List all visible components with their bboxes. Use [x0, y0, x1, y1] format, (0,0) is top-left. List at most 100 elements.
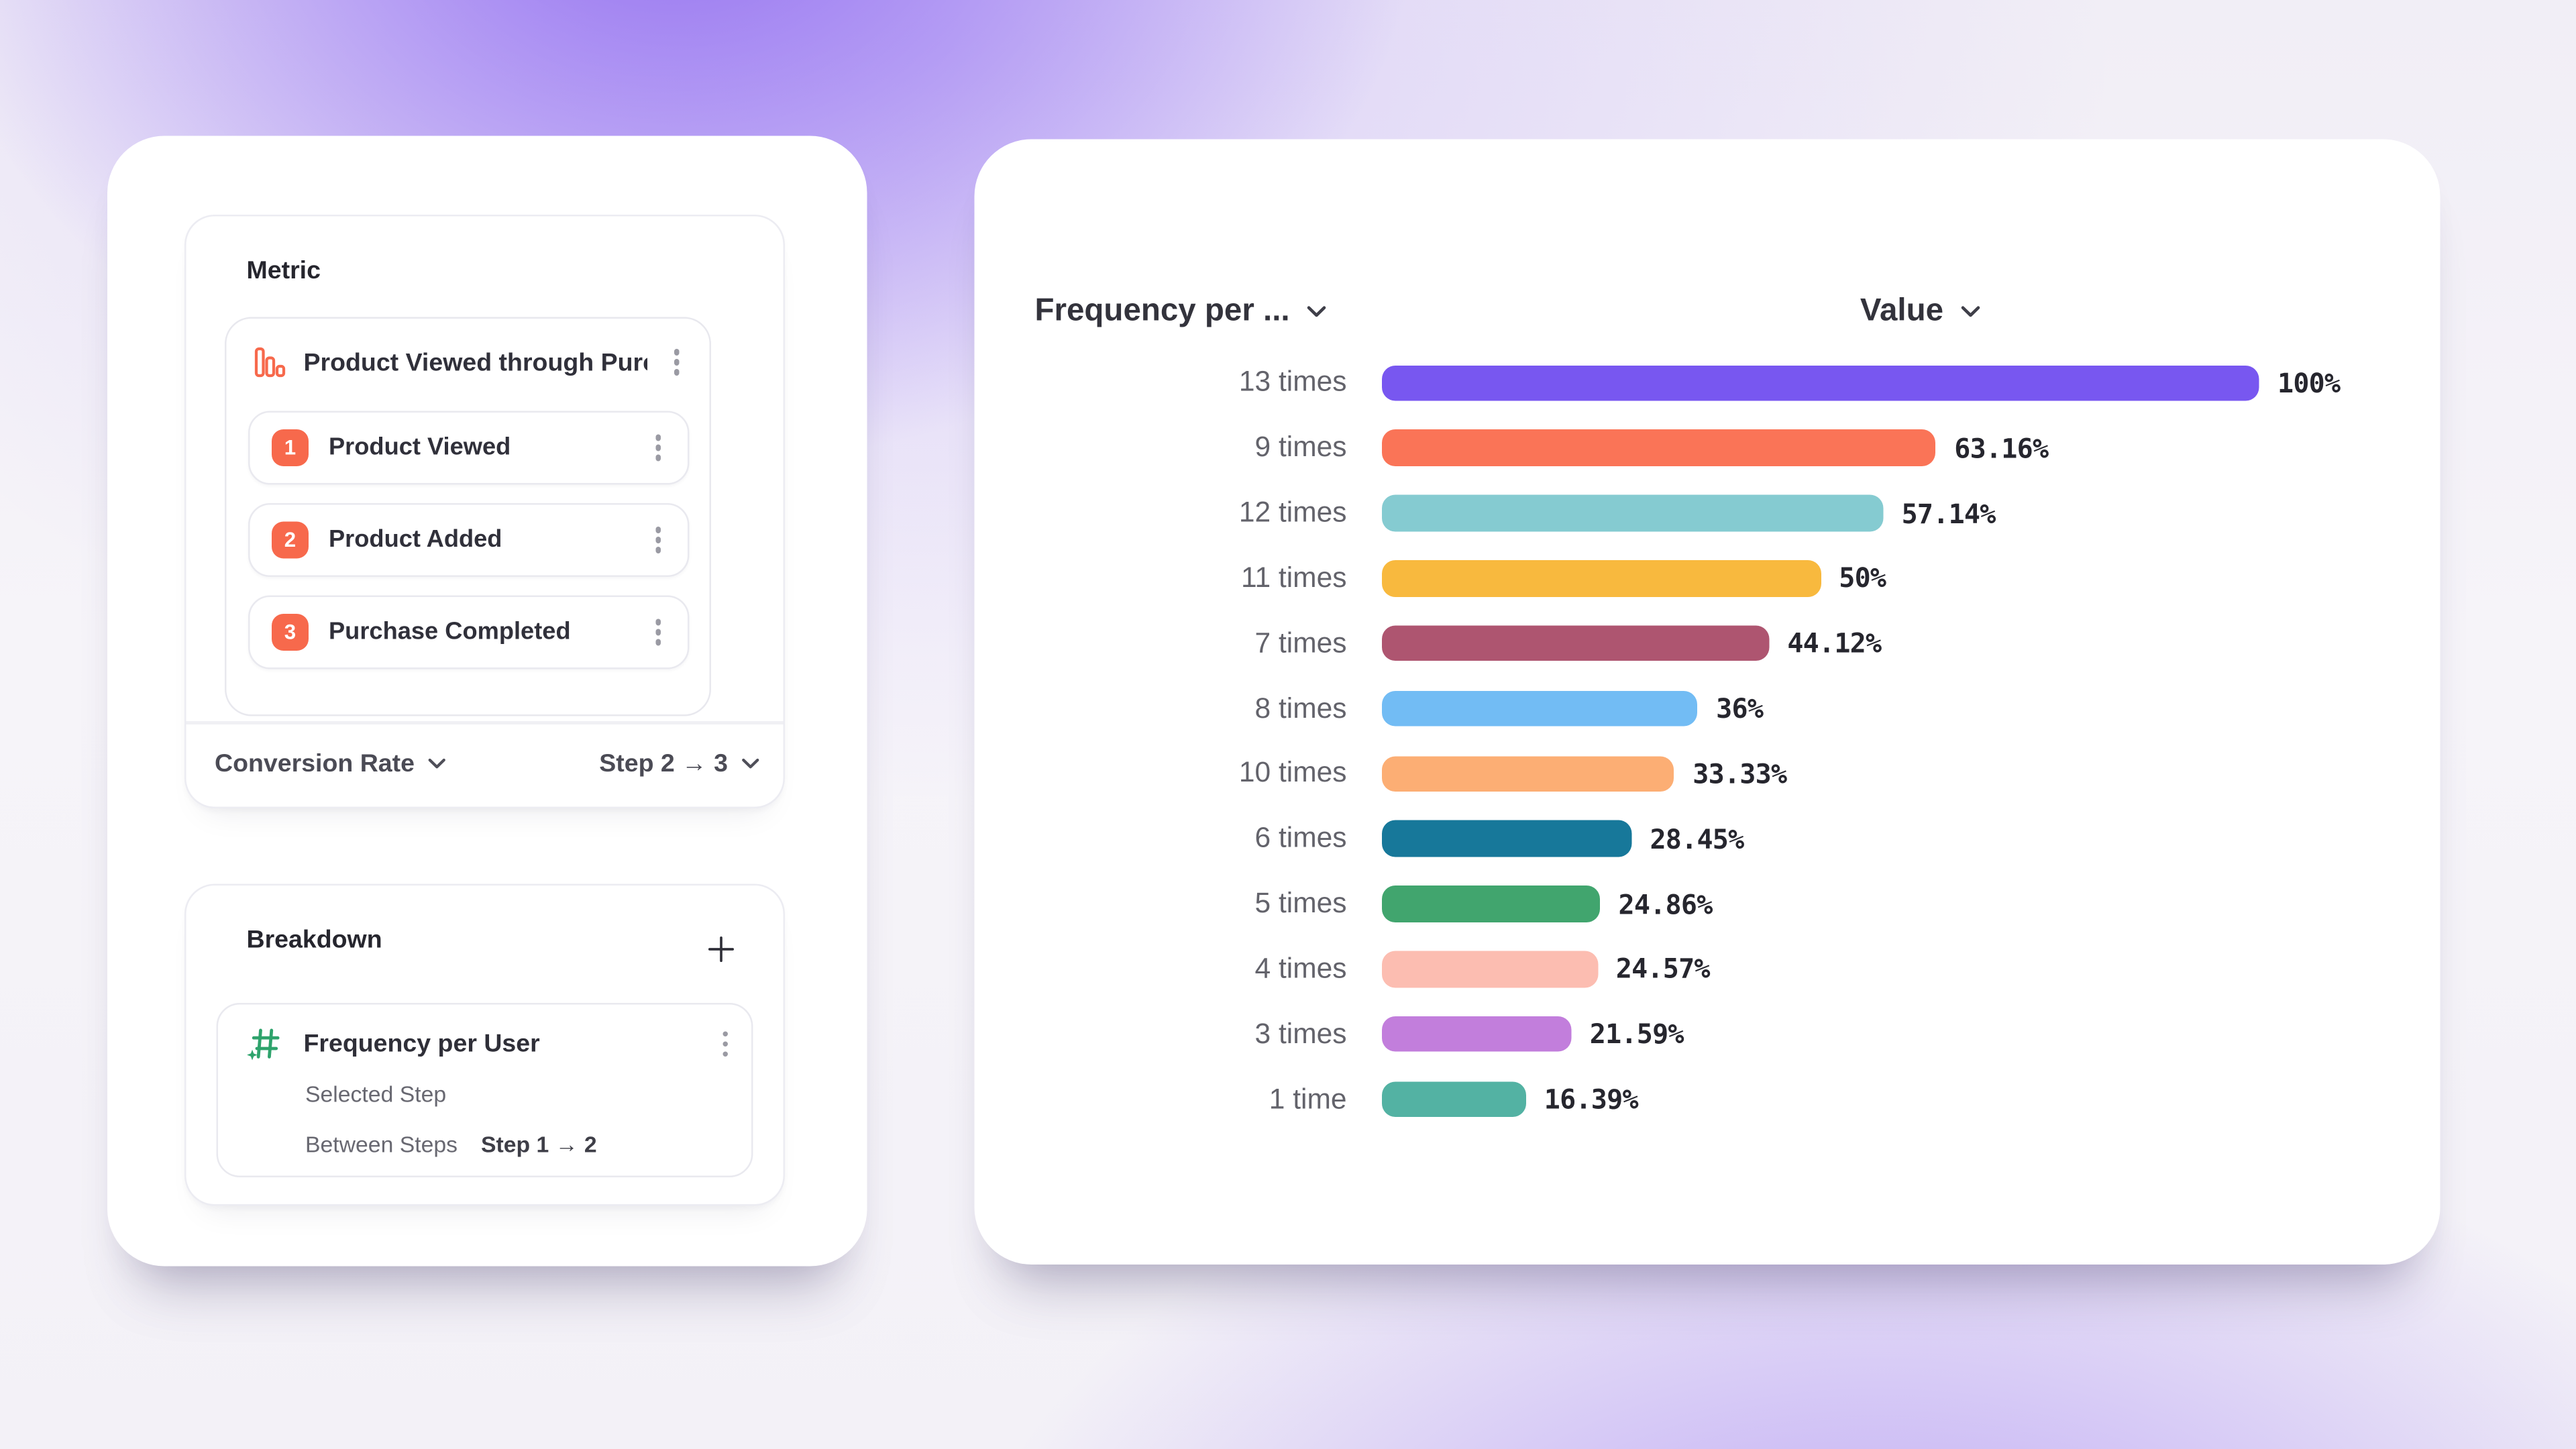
- chart-row-label: 9 times: [1254, 431, 1347, 464]
- chart-row: 11 times 50%: [975, 546, 2440, 611]
- chart-bar[interactable]: [1382, 951, 1598, 987]
- chart-bar[interactable]: [1382, 1016, 1572, 1053]
- chart-bar-wrap: 28.45%: [1382, 820, 1744, 857]
- breakdown-item[interactable]: Frequency per User Selected Step Between…: [216, 1003, 753, 1177]
- step-range-dropdown[interactable]: Step 2 → 3: [599, 749, 759, 779]
- metric-footer: Conversion Rate Step 2 → 3: [215, 721, 760, 807]
- chart-row: 5 times 24.86%: [975, 871, 2440, 936]
- chart-row-label: 12 times: [1238, 496, 1347, 529]
- chevron-down-icon: [742, 758, 759, 769]
- chart-bar[interactable]: [1382, 1081, 1526, 1118]
- chart-row-label: 5 times: [1254, 887, 1347, 920]
- between-steps-label: Between Steps: [305, 1132, 458, 1158]
- query-builder-panel: Metric Product Viewed through Purch...: [107, 136, 867, 1267]
- step-kebab-menu[interactable]: [645, 519, 671, 561]
- chart-bar[interactable]: [1382, 430, 1936, 466]
- chart-row-label: 8 times: [1254, 692, 1347, 724]
- chart-bar-wrap: 36%: [1382, 690, 1764, 727]
- chart-bar-value: 36%: [1716, 692, 1764, 725]
- funnel-steps: 1 Product Viewed 2 Product Added 3 Purch…: [227, 406, 710, 669]
- chart-row-label: 10 times: [1238, 757, 1347, 789]
- chart-row-label: 4 times: [1254, 952, 1347, 985]
- chevron-down-icon: [1961, 306, 1980, 317]
- chart-value-label: Value: [1860, 293, 1944, 329]
- breakdown-kebab-menu[interactable]: [712, 1023, 738, 1065]
- metric-footer-divider: [186, 721, 784, 724]
- chart-row: 13 times 100%: [975, 351, 2440, 416]
- step-range-label: Step 2 → 3: [599, 749, 728, 779]
- between-steps-option[interactable]: Between Steps Step 1 → 2: [305, 1132, 597, 1158]
- chart-bar[interactable]: [1382, 690, 1698, 727]
- funnel-bars-icon: [254, 345, 287, 379]
- chart-bar-wrap: 33.33%: [1382, 755, 1787, 792]
- step-number-badge: 3: [272, 614, 309, 651]
- funnel-step-2[interactable]: 2 Product Added: [248, 503, 690, 577]
- chart-row-label: 1 time: [1269, 1082, 1347, 1115]
- chart-bar-wrap: 24.86%: [1382, 885, 1713, 922]
- hash-sparkle-icon: [245, 1025, 284, 1064]
- chart-bar-value: 63.16%: [1954, 432, 2049, 464]
- funnel-event-group: Product Viewed through Purch... 1 Produc…: [225, 317, 711, 716]
- step-label: Purchase Completed: [329, 619, 571, 646]
- chart-row-label: 7 times: [1254, 627, 1347, 659]
- funnel-kebab-menu[interactable]: [664, 341, 690, 384]
- conversion-rate-label: Conversion Rate: [215, 749, 415, 779]
- funnel-name: Product Viewed through Purch...: [303, 347, 647, 377]
- chart-bar[interactable]: [1382, 755, 1674, 792]
- between-steps-value: Step 1 → 2: [481, 1132, 597, 1158]
- chart-panel: Frequency per ... Value 13 times 100% 9 …: [974, 139, 2440, 1265]
- chart-bar-wrap: 57.14%: [1382, 495, 1996, 532]
- breakdown-property-name: Frequency per User: [303, 1030, 540, 1059]
- chart-bar-value: 16.39%: [1544, 1083, 1639, 1116]
- plus-icon: [708, 936, 735, 963]
- chart-bar-value: 50%: [1839, 562, 1886, 594]
- funnel-header[interactable]: Product Viewed through Purch...: [227, 319, 710, 406]
- metric-section-title: Metric: [246, 256, 321, 286]
- chart-row: 12 times 57.14%: [975, 481, 2440, 546]
- chart-bar-wrap: 21.59%: [1382, 1016, 1684, 1053]
- step-kebab-menu[interactable]: [645, 427, 671, 469]
- chart-row: 8 times 36%: [975, 676, 2440, 741]
- chart-bar-value: 57.14%: [1901, 497, 1996, 529]
- step-label: Product Viewed: [329, 434, 511, 462]
- chart-bar[interactable]: [1382, 560, 1821, 597]
- step-kebab-menu[interactable]: [645, 611, 671, 653]
- chevron-down-icon: [1307, 306, 1326, 317]
- breakdown-item-header: Frequency per User: [218, 1005, 751, 1065]
- chart-row: 10 times 33.33%: [975, 741, 2440, 806]
- selected-step-option[interactable]: Selected Step: [305, 1081, 447, 1108]
- chart-rows: 13 times 100% 9 times 63.16% 12 times 57…: [975, 351, 2440, 1132]
- chart-row-label: 3 times: [1254, 1017, 1347, 1050]
- step-number-badge: 2: [272, 521, 309, 559]
- chart-row: 3 times 21.59%: [975, 1002, 2440, 1067]
- step-label: Product Added: [329, 527, 502, 553]
- chart-bar-value: 21.59%: [1589, 1018, 1684, 1051]
- chart-bar-wrap: 50%: [1382, 560, 1886, 597]
- funnel-step-1[interactable]: 1 Product Viewed: [248, 411, 690, 485]
- chart-x-axis-label: Frequency per ...: [1034, 293, 1290, 329]
- chart-bar[interactable]: [1382, 820, 1631, 857]
- conversion-rate-dropdown[interactable]: Conversion Rate: [215, 749, 447, 779]
- chart-row-label: 13 times: [1238, 366, 1347, 398]
- chart-bar-wrap: 63.16%: [1382, 430, 2049, 466]
- chart-row: 7 times 44.12%: [975, 611, 2440, 676]
- chart-bar-value: 24.86%: [1618, 888, 1713, 920]
- step-number-badge: 1: [272, 429, 309, 466]
- chart-bar[interactable]: [1382, 885, 1601, 922]
- chevron-down-icon: [429, 758, 446, 769]
- breakdown-section-title: Breakdown: [246, 926, 382, 955]
- chart-x-axis-dropdown[interactable]: Frequency per ...: [1035, 294, 1327, 331]
- funnel-step-3[interactable]: 3 Purchase Completed: [248, 595, 690, 669]
- chart-bar[interactable]: [1382, 625, 1769, 662]
- chart-bar[interactable]: [1382, 365, 2259, 401]
- chart-row-label: 11 times: [1241, 561, 1347, 594]
- breakdown-section: Breakdown: [184, 883, 785, 1206]
- chart-row-label: 6 times: [1254, 822, 1347, 855]
- chart-value-dropdown[interactable]: Value: [1803, 294, 2038, 331]
- add-breakdown-button[interactable]: [700, 928, 743, 971]
- chart-bar[interactable]: [1382, 495, 1884, 532]
- chart-bar-value: 100%: [2277, 367, 2341, 399]
- chart-bar-value: 24.57%: [1615, 953, 1711, 985]
- chart-bar-value: 44.12%: [1787, 627, 1882, 660]
